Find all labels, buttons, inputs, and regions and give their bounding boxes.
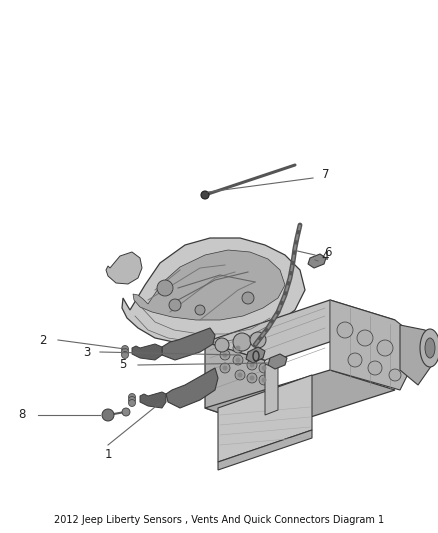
Circle shape [233, 343, 243, 353]
Circle shape [122, 408, 130, 416]
Polygon shape [246, 347, 265, 363]
Circle shape [201, 191, 209, 199]
Circle shape [250, 332, 266, 348]
Text: 2: 2 [39, 334, 47, 346]
Circle shape [261, 377, 266, 383]
Circle shape [128, 397, 135, 403]
Text: 2012 Jeep Liberty Sensors , Vents And Quick Connectors Diagram 1: 2012 Jeep Liberty Sensors , Vents And Qu… [54, 515, 384, 525]
Text: 4: 4 [321, 251, 329, 263]
Circle shape [236, 345, 240, 351]
Circle shape [377, 340, 393, 356]
Circle shape [223, 352, 227, 358]
Polygon shape [400, 325, 435, 385]
Circle shape [261, 366, 266, 370]
Circle shape [259, 363, 269, 373]
Circle shape [235, 370, 245, 380]
Text: 5: 5 [119, 359, 127, 372]
Circle shape [220, 350, 230, 360]
Circle shape [236, 358, 240, 362]
Circle shape [195, 305, 205, 315]
Circle shape [250, 362, 254, 367]
Circle shape [121, 351, 128, 359]
Circle shape [247, 360, 257, 370]
Circle shape [247, 373, 257, 383]
Circle shape [259, 375, 269, 385]
Circle shape [233, 355, 243, 365]
Polygon shape [106, 252, 142, 284]
Circle shape [357, 330, 373, 346]
Circle shape [233, 333, 251, 351]
Circle shape [220, 363, 230, 373]
Polygon shape [330, 300, 420, 390]
Polygon shape [205, 300, 395, 362]
Polygon shape [122, 238, 305, 345]
Polygon shape [205, 370, 395, 430]
Circle shape [242, 292, 254, 304]
Circle shape [128, 393, 135, 400]
Circle shape [128, 400, 135, 407]
Circle shape [157, 280, 173, 296]
Ellipse shape [420, 329, 438, 367]
Circle shape [169, 299, 181, 311]
Polygon shape [140, 392, 166, 408]
Text: 6: 6 [324, 246, 332, 259]
Circle shape [368, 361, 382, 375]
Circle shape [121, 349, 128, 356]
Circle shape [348, 353, 362, 367]
Circle shape [250, 376, 254, 381]
Circle shape [215, 338, 229, 352]
Polygon shape [218, 430, 312, 470]
Text: 7: 7 [322, 168, 330, 182]
Circle shape [337, 322, 353, 338]
Polygon shape [265, 360, 278, 415]
Circle shape [102, 409, 114, 421]
Polygon shape [132, 344, 162, 360]
Polygon shape [166, 368, 218, 408]
Circle shape [389, 369, 401, 381]
Polygon shape [308, 254, 326, 268]
Polygon shape [205, 342, 270, 430]
Ellipse shape [265, 359, 278, 366]
Text: 3: 3 [83, 345, 91, 359]
Text: 1: 1 [104, 448, 112, 462]
Text: 8: 8 [18, 408, 26, 422]
Circle shape [121, 345, 128, 352]
Polygon shape [218, 375, 312, 462]
Polygon shape [162, 328, 215, 360]
Polygon shape [268, 354, 287, 369]
Circle shape [237, 373, 243, 377]
Circle shape [223, 366, 227, 370]
Ellipse shape [425, 338, 435, 358]
Polygon shape [133, 250, 285, 320]
